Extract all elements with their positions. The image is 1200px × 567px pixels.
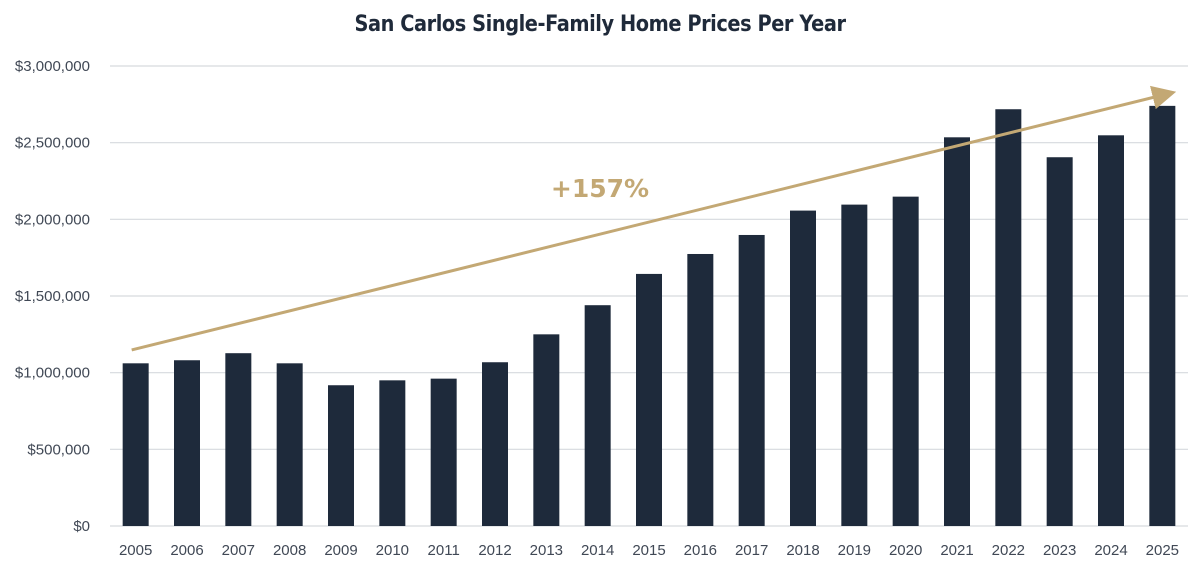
y-tick-label: $0 (73, 518, 90, 535)
x-tick-label: 2018 (786, 542, 819, 559)
bar-2013 (533, 334, 560, 526)
x-tick-label: 2006 (170, 542, 203, 559)
bar-2009 (328, 385, 354, 526)
chart-title: San Carlos Single-Family Home Prices Per… (354, 12, 846, 37)
bar-2008 (276, 363, 303, 526)
bars (122, 105, 1176, 527)
x-tick-label: 2020 (889, 542, 922, 559)
bar-2012 (482, 362, 508, 526)
trend-arrow-group: +157% (131, 85, 1177, 352)
bar-2007 (225, 353, 252, 526)
bar-2015 (636, 273, 662, 526)
bar-2021 (944, 137, 970, 527)
growth-annotation: +157% (551, 174, 649, 203)
x-tick-label: 2024 (1094, 542, 1127, 559)
x-tick-label: 2019 (838, 542, 871, 559)
x-tick-label: 2015 (632, 542, 665, 559)
y-tick-label: $2,000,000 (15, 211, 90, 228)
y-tick-label: $1,500,000 (15, 288, 90, 305)
x-tick-label: 2023 (1043, 542, 1076, 559)
bar-2025 (1149, 105, 1176, 526)
y-tick-label: $500,000 (27, 441, 90, 458)
x-tick-label: 2010 (376, 542, 409, 559)
x-axis-ticks: 2005 2006 2007 2008 2009 2010 2011 2012 2013 2014… (119, 542, 1179, 559)
bar-2017 (738, 234, 765, 526)
x-tick-label: 2021 (940, 542, 973, 559)
bar-2006 (174, 360, 200, 526)
x-tick-label: 2016 (684, 542, 717, 559)
bar-2019 (841, 204, 868, 526)
bar-2024 (1098, 135, 1124, 526)
y-tick-label: $3,000,000 (15, 58, 90, 75)
x-tick-label: 2005 (119, 542, 152, 559)
x-tick-label: 2012 (478, 542, 511, 559)
x-tick-label: 2025 (1146, 542, 1179, 559)
bar-2014 (584, 305, 611, 526)
bar-2010 (379, 380, 406, 526)
x-tick-label: 2008 (273, 542, 306, 559)
bar-2022 (995, 109, 1022, 527)
trend-arrow (131, 85, 1177, 352)
x-tick-label: 2013 (530, 542, 563, 559)
x-tick-label: 2007 (222, 542, 255, 559)
x-tick-label: 2009 (324, 542, 357, 559)
bar-2005 (122, 363, 149, 526)
bar-2018 (790, 210, 816, 527)
x-tick-label: 2022 (992, 542, 1025, 559)
x-tick-label: 2014 (581, 542, 614, 559)
y-tick-label: $1,000,000 (15, 365, 90, 382)
bar-2020 (892, 196, 919, 526)
bar-2023 (1046, 157, 1073, 526)
bar-2011 (430, 378, 457, 526)
x-tick-label: 2017 (735, 542, 768, 559)
bar-2016 (687, 253, 714, 526)
x-tick-label: 2011 (428, 542, 460, 559)
y-axis-ticks: $0 $500,000 $1,000,000 $1,500,000 $2,000,000… (15, 58, 90, 535)
y-tick-label: $2,500,000 (15, 135, 90, 152)
